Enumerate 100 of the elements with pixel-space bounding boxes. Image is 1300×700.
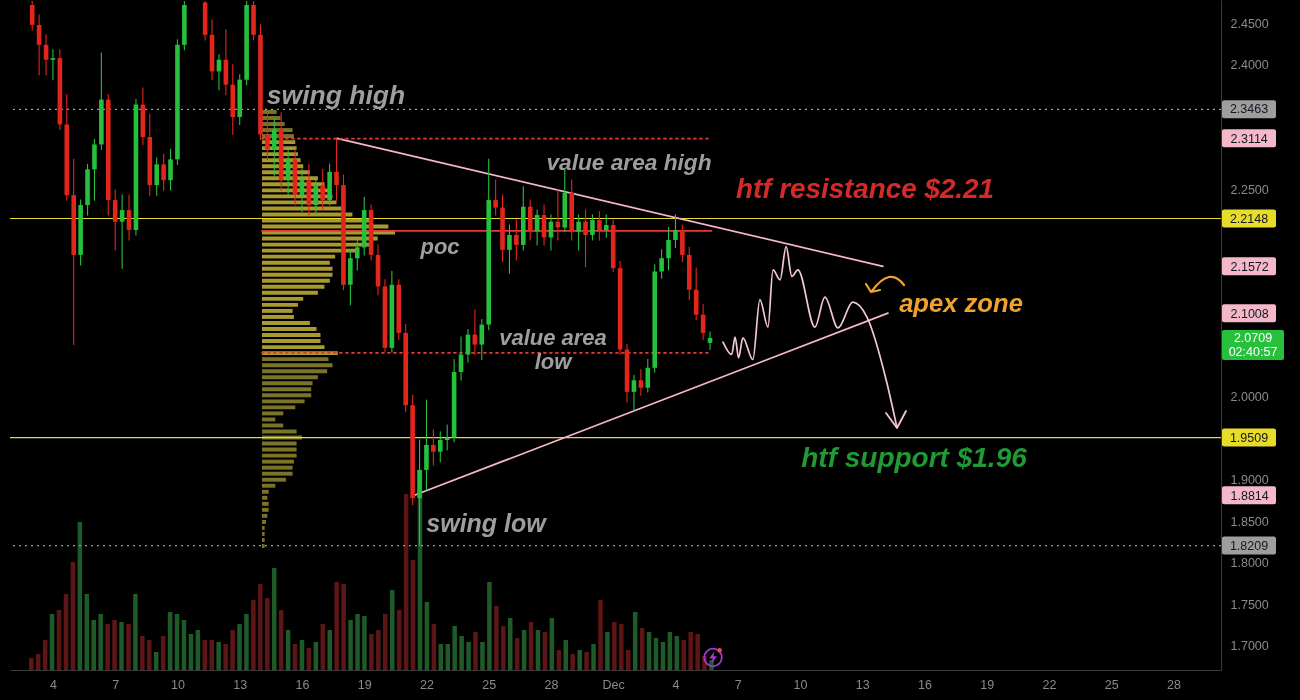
bar bbox=[262, 417, 276, 422]
bar bbox=[341, 584, 346, 670]
bar bbox=[262, 544, 265, 548]
bar bbox=[262, 363, 333, 368]
bar bbox=[262, 302, 298, 307]
bar bbox=[262, 507, 269, 512]
y-tick-label: 1.7500 bbox=[1230, 597, 1269, 612]
bar bbox=[262, 369, 328, 374]
bar bbox=[262, 489, 269, 494]
bar bbox=[262, 459, 294, 464]
y-tick-label: 1.8500 bbox=[1230, 514, 1269, 529]
bar bbox=[375, 630, 381, 670]
bar bbox=[262, 212, 353, 217]
bar bbox=[262, 399, 305, 404]
y-tick-label: 2.2500 bbox=[1230, 182, 1269, 197]
annotation: swing high bbox=[266, 80, 406, 110]
x-tick-label: 28 bbox=[1167, 677, 1181, 692]
bar bbox=[262, 290, 318, 295]
bar bbox=[262, 525, 265, 530]
bar bbox=[598, 600, 603, 670]
candlestick bbox=[603, 214, 609, 238]
x-tick-label: Dec bbox=[602, 677, 625, 692]
bar bbox=[262, 266, 333, 271]
x-tick-label: 19 bbox=[980, 677, 995, 692]
annotation: swing low bbox=[426, 509, 548, 537]
x-tick-label: 7 bbox=[112, 677, 120, 692]
annotation: htf support $1.96 bbox=[801, 442, 1028, 473]
candlestick bbox=[437, 431, 443, 463]
bar bbox=[618, 624, 624, 670]
bar bbox=[91, 620, 96, 670]
x-tick-label: 4 bbox=[672, 677, 680, 692]
bar bbox=[262, 321, 310, 325]
bar bbox=[262, 381, 313, 386]
ref-line-label: 1.8209 bbox=[1229, 538, 1269, 553]
bar bbox=[237, 624, 242, 670]
y-tick-label: 1.8000 bbox=[1230, 556, 1269, 571]
bar bbox=[139, 636, 145, 670]
bar bbox=[262, 284, 325, 289]
bar bbox=[570, 654, 575, 670]
bar bbox=[112, 620, 117, 670]
bar bbox=[262, 278, 330, 283]
candlestick bbox=[659, 249, 664, 279]
bar bbox=[262, 308, 293, 313]
bar bbox=[355, 614, 360, 670]
candlestick bbox=[576, 214, 581, 251]
bar bbox=[262, 339, 321, 344]
bar bbox=[262, 447, 297, 452]
candlestick bbox=[590, 214, 595, 241]
bar bbox=[362, 616, 367, 670]
bar bbox=[250, 600, 256, 670]
ref-line-label: 1.9509 bbox=[1229, 430, 1269, 445]
bar bbox=[264, 598, 270, 670]
bar bbox=[216, 642, 221, 670]
x-tick-label: 16 bbox=[295, 677, 310, 692]
x-tick-label: 22 bbox=[1042, 677, 1057, 692]
annotation: apex zone bbox=[899, 289, 1023, 317]
bar bbox=[257, 584, 263, 670]
bar bbox=[262, 260, 330, 265]
text: 02:40:57 bbox=[1228, 345, 1278, 360]
y-tick-label: 1.7000 bbox=[1230, 639, 1269, 654]
candlestick bbox=[514, 219, 519, 261]
x-tick-label: 13 bbox=[233, 677, 248, 692]
x-tick-label: 7 bbox=[734, 677, 742, 692]
annotation: htf resistance $2.21 bbox=[735, 173, 995, 204]
x-tick-label: 28 bbox=[544, 677, 559, 692]
candlestick bbox=[479, 319, 485, 361]
x-tick-label: 16 bbox=[918, 677, 932, 692]
bar bbox=[262, 206, 342, 211]
candlestick bbox=[334, 138, 339, 201]
candlestick bbox=[583, 209, 588, 268]
bar bbox=[480, 642, 485, 670]
bar bbox=[695, 634, 700, 670]
bar bbox=[262, 519, 266, 524]
bar bbox=[348, 620, 353, 670]
bar bbox=[262, 357, 329, 362]
bar bbox=[262, 441, 297, 446]
y-tick-label: 1.9000 bbox=[1230, 473, 1269, 488]
ref-line-label: 2.3463 bbox=[1229, 102, 1269, 117]
bar bbox=[98, 614, 103, 670]
x-tick-label: 22 bbox=[420, 677, 434, 692]
bar bbox=[262, 327, 317, 331]
bar bbox=[327, 630, 332, 670]
candlestick bbox=[265, 112, 270, 160]
ref-line-label: 2.2148 bbox=[1229, 211, 1269, 226]
candlestick bbox=[354, 239, 360, 271]
candlestick bbox=[271, 119, 277, 176]
x-tick-label: 10 bbox=[793, 677, 808, 692]
bar bbox=[223, 644, 228, 670]
bar bbox=[262, 333, 321, 337]
candlestick bbox=[444, 424, 450, 451]
x-tick-label: 19 bbox=[357, 677, 372, 692]
x-tick-label: 10 bbox=[171, 677, 185, 692]
bar bbox=[262, 405, 296, 410]
y-tick-label: 2.4500 bbox=[1230, 16, 1269, 31]
bar bbox=[262, 272, 333, 277]
x-tick-label: 25 bbox=[482, 677, 497, 692]
candlestick bbox=[313, 179, 319, 216]
bar bbox=[604, 632, 610, 670]
candlestick bbox=[507, 224, 512, 274]
bar bbox=[262, 513, 268, 518]
